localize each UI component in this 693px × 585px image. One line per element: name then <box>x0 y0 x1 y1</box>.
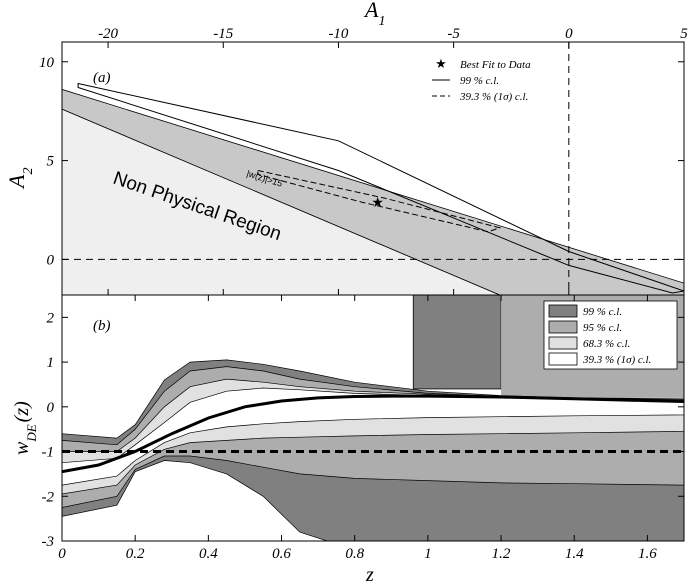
legend-swatch-b <box>548 304 578 318</box>
x-tick-label-b: 0.2 <box>126 546 145 562</box>
y-tick-label-b: -2 <box>42 489 55 505</box>
x-axis-label-a: A1 <box>363 0 385 29</box>
x-tick-label-b: 0.8 <box>345 546 364 562</box>
x-tick-label-b: 0.4 <box>199 546 218 562</box>
legend-swatch-b <box>548 320 578 334</box>
legend-label-b: 68.3 % c.l. <box>583 338 630 350</box>
band-region-w-gt-15 <box>62 89 684 295</box>
legend-label-a: 39.3 % (1σ) c.l. <box>459 91 528 103</box>
panel-b-label: (b) <box>93 318 111 334</box>
top-99-region <box>412 295 502 390</box>
legend-label-b: 95 % c.l. <box>583 322 622 334</box>
y-tick-label-a: 0 <box>47 252 55 268</box>
legend-label-b: 99 % c.l. <box>583 306 622 318</box>
y-tick-label-b: 0 <box>47 400 55 416</box>
legend-label-a: 99 % c.l. <box>460 75 499 87</box>
x-axis-label-b: z <box>365 564 374 585</box>
panel-b: 0 0.2 0.4 0.6 0.8 1 1.2 1.4 1.6 -3 -2 -1 0 1 2 (b) z w… <box>11 294 685 585</box>
legend-star-symbol: ★ <box>435 56 447 71</box>
y-tick-label-a: 10 <box>39 55 55 71</box>
best-fit-curve <box>62 394 684 474</box>
y-tick-label-b: 2 <box>47 310 55 326</box>
legend-b: 99 % c.l. 95 % c.l. 68.3 % c.l. 39.3 % (1σ)… <box>543 300 678 370</box>
x-tick-label-b: 0.6 <box>272 546 291 562</box>
legend-swatch-b <box>548 352 578 366</box>
y-axis-label-a: A2 <box>4 168 36 190</box>
legend-label-a: Best Fit to Data <box>460 59 531 71</box>
contour-1sigma <box>257 169 502 233</box>
x-tick-label-b: 1 <box>424 546 432 562</box>
best-fit-star: ★ <box>371 196 384 211</box>
legend-label-b: 39.3 % (1σ) c.l. <box>582 354 651 366</box>
panel-a-label: (a) <box>93 70 111 86</box>
non-physical-region <box>62 108 500 295</box>
y-tick-label-b: 1 <box>47 355 55 371</box>
y-tick-label-b: -1 <box>42 445 55 461</box>
x-tick-label-a: -10 <box>328 26 348 42</box>
legend-swatch-b <box>548 336 578 350</box>
x-tick-label-b: 1.6 <box>638 546 657 562</box>
contour-99 <box>77 82 684 294</box>
x-tick-label-a: -20 <box>98 26 118 42</box>
x-tick-label-a: 0 <box>565 26 573 42</box>
y-tick-label-b: -3 <box>42 534 55 550</box>
x-tick-label-a: 5 <box>680 26 688 42</box>
x-tick-label-b: 1.2 <box>492 546 511 562</box>
x-tick-label-b: 1.4 <box>565 546 584 562</box>
legend-a: ★ Best Fit to Data 99 % c.l. 39.3 % (1σ) c.… <box>432 56 531 103</box>
panel-b-frame <box>61 294 685 542</box>
x-tick-label-a: -15 <box>213 26 233 42</box>
y-axis-label-b: wDE(z) <box>11 401 39 455</box>
band-3931-cl <box>62 387 684 486</box>
x-tick-label-b: 0 <box>58 546 66 562</box>
y-tick-label-a: 5 <box>47 154 55 170</box>
x-tick-label-a: -5 <box>447 26 460 42</box>
